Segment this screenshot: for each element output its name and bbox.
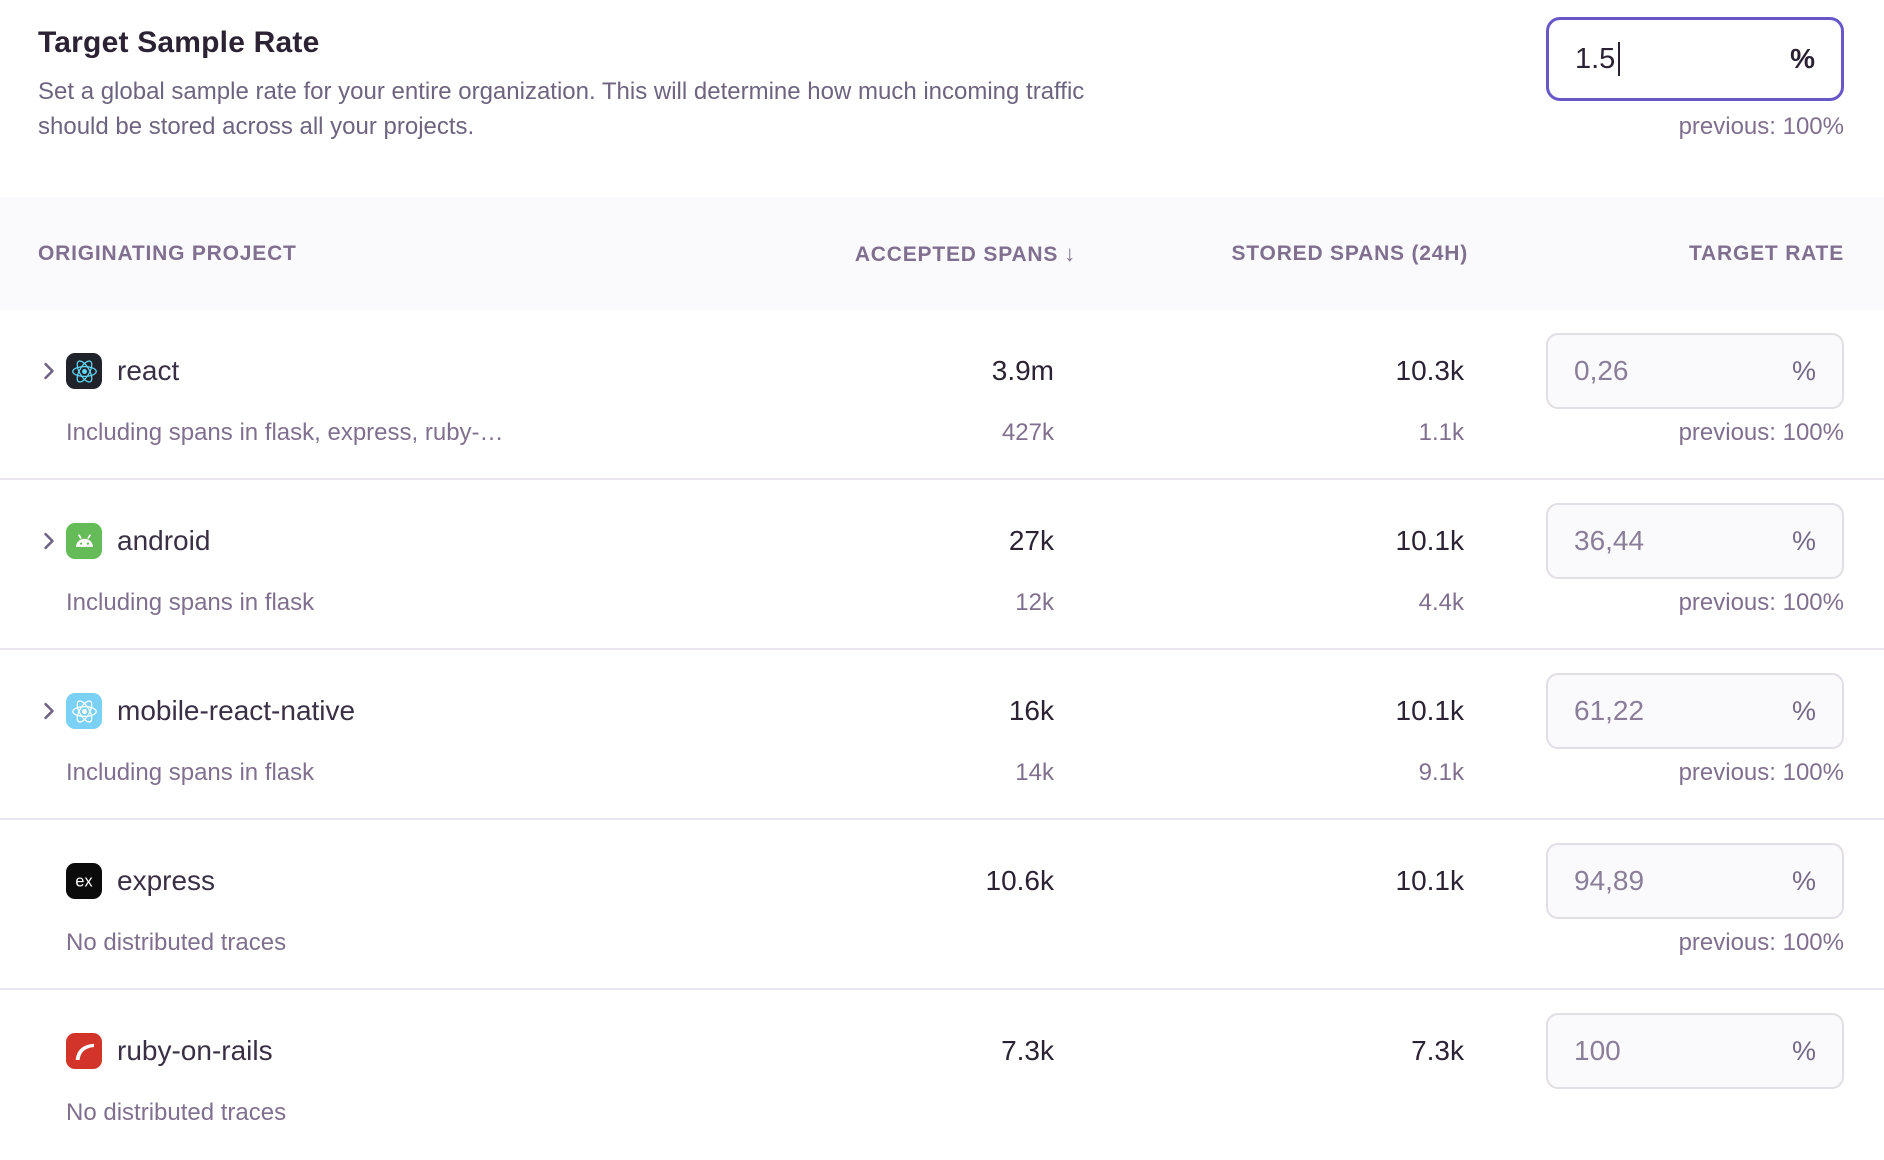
accepted-spans-value: 3.9m	[991, 355, 1054, 386]
android-icon	[66, 523, 102, 559]
previous-rate: previous: 100%	[1678, 929, 1844, 956]
accepted-spans-subvalue: 12k	[1015, 589, 1054, 616]
stored-spans-subvalue: 1.1k	[1418, 419, 1464, 446]
column-header-target-rate: Target Rate	[1688, 241, 1844, 265]
description-line-2: should be stored across all your project…	[38, 113, 475, 140]
stored-spans-subvalue: 9.1k	[1418, 759, 1464, 786]
text-cursor	[1618, 42, 1621, 76]
percent-sign: %	[1791, 695, 1816, 726]
description-line-1: Set a global sample rate for your entire…	[38, 78, 1085, 105]
sort-descending-icon: ↓	[1064, 240, 1076, 266]
expand-chevron-icon[interactable]	[38, 530, 66, 552]
target-rate-value: 100	[1574, 1035, 1621, 1066]
project-subtext: Including spans in flask	[66, 759, 315, 786]
percent-sign: %	[1791, 865, 1816, 896]
accepted-spans-value: 10.6k	[985, 865, 1055, 896]
project-target-rate-input[interactable]: 36,44 %	[1546, 503, 1844, 579]
project-name[interactable]: mobile-react-native	[117, 695, 356, 726]
table-row: ruby-on-rails 7.3k 7.3k 100 % No distrib…	[0, 990, 1884, 1160]
project-name[interactable]: android	[117, 525, 211, 556]
react-native-icon	[66, 693, 102, 729]
previous-rate: previous: 100%	[1678, 589, 1844, 616]
project-subtext: No distributed traces	[66, 929, 287, 956]
table-header: Originating Project Accepted Spans ↓ Stor…	[0, 197, 1884, 310]
table-row: mobile-react-native 16k 10.1k 61,22 % In…	[0, 650, 1884, 820]
project-name[interactable]: react	[117, 355, 180, 386]
project-target-rate-input[interactable]: 100 %	[1546, 1013, 1844, 1089]
percent-sign: %	[1791, 1035, 1816, 1066]
target-rate-value: 94,89	[1574, 865, 1645, 896]
expand-chevron-icon[interactable]	[38, 360, 66, 382]
page-title: Target Sample Rate	[38, 26, 320, 59]
table-row: react 3.9m 10.3k 0,26 % Including spans …	[0, 310, 1884, 480]
project-name[interactable]: ruby-on-rails	[117, 1035, 273, 1066]
accepted-spans-subvalue: 427k	[1001, 419, 1054, 446]
project-target-rate-input[interactable]: 61,22 %	[1546, 673, 1844, 749]
column-header-stored-spans: Stored Spans (24h)	[1231, 241, 1468, 265]
table-row: ex express 10.6k 10.1k 94,89 % No distri…	[0, 820, 1884, 990]
target-rate-value: 0,26	[1574, 355, 1629, 386]
project-subtext: No distributed traces	[66, 1099, 287, 1126]
percent-sign: %	[1790, 43, 1815, 74]
stored-spans-value: 7.3k	[1411, 1035, 1464, 1066]
accepted-spans-value: 27k	[1008, 525, 1054, 556]
previous-rate: previous: 100%	[1678, 759, 1844, 786]
target-sample-rate-section: Target Sample Rate Set a global sample r…	[0, 0, 1884, 197]
percent-sign: %	[1791, 355, 1816, 386]
stored-spans-subvalue: 4.4k	[1418, 589, 1464, 616]
column-header-accepted-spans[interactable]: Accepted Spans ↓	[854, 240, 1076, 266]
react-icon	[66, 353, 102, 389]
rails-icon	[66, 1033, 102, 1069]
stored-spans-value: 10.1k	[1395, 695, 1465, 726]
expand-chevron-icon[interactable]	[38, 700, 66, 722]
stored-spans-value: 10.3k	[1395, 355, 1465, 386]
section-description: Set a global sample rate for your entire…	[38, 74, 1844, 144]
target-rate-value: 36,44	[1574, 525, 1645, 556]
stored-spans-value: 10.1k	[1395, 525, 1465, 556]
target-rate-value: 61,22	[1574, 695, 1645, 726]
project-subtext: Including spans in flask, express, ruby-…	[66, 419, 504, 446]
accepted-spans-value: 16k	[1008, 695, 1054, 726]
global-sample-rate-input[interactable]: 1.5 %	[1546, 17, 1844, 101]
project-name[interactable]: express	[117, 865, 216, 896]
express-icon: ex	[66, 863, 102, 899]
accepted-spans-value: 7.3k	[1001, 1035, 1054, 1066]
column-header-originating-project: Originating Project	[38, 241, 297, 265]
project-subtext: Including spans in flask	[66, 589, 315, 616]
table-row: android 27k 10.1k 36,44 % Including span…	[0, 480, 1884, 650]
global-previous-rate: previous: 100%	[1678, 113, 1844, 140]
percent-sign: %	[1791, 525, 1816, 556]
svg-text:ex: ex	[75, 873, 92, 891]
stored-spans-value: 10.1k	[1395, 865, 1465, 896]
global-sample-rate-value: 1.5	[1575, 42, 1702, 76]
project-target-rate-input[interactable]: 94,89 %	[1546, 843, 1844, 919]
project-target-rate-input[interactable]: 0,26 %	[1546, 333, 1844, 409]
previous-rate: previous: 100%	[1678, 419, 1844, 446]
accepted-spans-subvalue: 14k	[1015, 759, 1054, 786]
